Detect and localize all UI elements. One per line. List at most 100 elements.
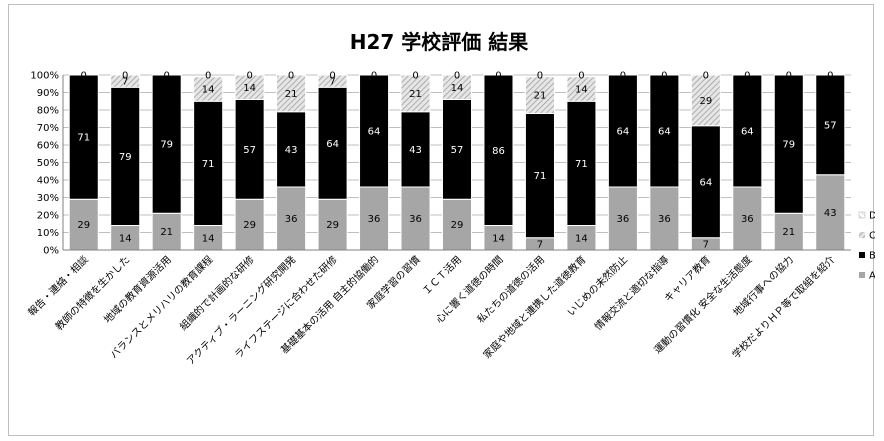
y-tick-label: 20% — [37, 211, 59, 222]
data-label-B: 64 — [699, 177, 712, 188]
data-label-D: 0 — [703, 71, 709, 82]
data-label-B: 43 — [285, 145, 298, 156]
data-label-B: 57 — [824, 120, 837, 131]
x-tick-label: 教師の特徴を生かした — [52, 253, 132, 333]
bar-segment-B — [607, 74, 638, 188]
data-label-D: 0 — [412, 71, 418, 82]
chart-frame: H27 学校評価 結果 0% 10% 20% 30% 40% 50% 60% 70% 80% 90… — [8, 4, 875, 436]
bar-segment-B — [68, 74, 99, 200]
data-label-A: 29 — [77, 220, 90, 231]
bar-segment-A — [400, 186, 431, 251]
bar-segment-B — [276, 111, 307, 188]
bar-segment-A — [483, 225, 514, 251]
data-label-B: 71 — [534, 171, 547, 182]
bar-segment-B — [732, 74, 763, 188]
legend-swatch-D — [858, 211, 866, 219]
data-label-A: 36 — [368, 214, 381, 225]
data-label-D: 0 — [661, 71, 667, 82]
legend-swatch-C — [859, 232, 865, 238]
bar-segment-A — [441, 198, 473, 251]
y-tick-label: 40% — [37, 176, 59, 187]
x-tick-label: 組織的で計画的な研修 — [177, 253, 257, 333]
data-label-C: 14 — [575, 85, 588, 96]
legend-swatch-B — [859, 252, 865, 258]
data-label-B: 64 — [741, 127, 754, 138]
data-label-B: 71 — [575, 159, 588, 170]
data-label-D: 0 — [786, 71, 792, 82]
bar-segment-C — [690, 74, 721, 127]
data-label-B: 64 — [658, 127, 671, 138]
bar-segment-C — [441, 74, 473, 100]
bar-segment-A — [815, 174, 846, 251]
data-label-B: 79 — [119, 152, 132, 163]
bar-segment-B — [566, 100, 597, 226]
legend-label-A: A — [869, 271, 875, 282]
bar-segment-C — [276, 74, 307, 113]
bar-segment-B — [234, 99, 265, 200]
data-label-D: 0 — [620, 71, 626, 82]
data-label-A: 21 — [782, 227, 795, 238]
x-tick-label: 私たちの道徳の活用 — [474, 253, 547, 326]
bar-segment-B — [317, 86, 348, 200]
data-label-B: 86 — [492, 146, 505, 157]
data-label-A: 14 — [119, 233, 132, 244]
bar-segment-A — [68, 198, 99, 251]
y-tick-label: 100% — [30, 71, 59, 82]
bar-segment-B — [359, 74, 390, 188]
data-label-C: 21 — [409, 89, 422, 100]
legend-swatch-A — [859, 272, 865, 278]
bar-segment-C — [566, 76, 597, 102]
data-label-A: 21 — [160, 227, 173, 238]
data-label-B: 57 — [451, 145, 464, 156]
data-label-A: 7 — [537, 239, 543, 250]
bar-segment-C — [234, 74, 265, 100]
bar-segment-B — [773, 74, 804, 214]
x-tick-label: ＩＣＴ活用 — [420, 254, 464, 298]
data-label-B: 64 — [617, 127, 630, 138]
bar-segment-A — [732, 186, 763, 251]
bar-segment-B — [483, 74, 514, 226]
data-label-C: 21 — [285, 89, 298, 100]
data-label-D: 0 — [827, 71, 833, 82]
data-label-C: 29 — [699, 96, 712, 107]
data-label-D: 0 — [81, 71, 87, 82]
bar-segment-B — [815, 74, 846, 176]
bar-segment-B — [649, 74, 680, 188]
data-label-A: 36 — [285, 214, 298, 225]
y-tick-label: 30% — [37, 193, 59, 204]
data-label-C: 14 — [202, 85, 215, 96]
data-label-D: 0 — [744, 71, 750, 82]
data-label-B: 64 — [326, 139, 339, 150]
y-axis: 0% 10% 20% 30% 40% 50% 60% 70% 80% 90% 100% — [30, 71, 64, 257]
bar-segment-C — [193, 76, 224, 102]
data-label-B: 64 — [368, 127, 381, 138]
data-label-B: 43 — [409, 145, 422, 156]
data-label-B: 71 — [77, 133, 90, 144]
data-label-B: 71 — [202, 159, 215, 170]
data-label-A: 36 — [658, 214, 671, 225]
data-label-A: 14 — [492, 233, 505, 244]
data-label-B: 57 — [243, 145, 256, 156]
bars: 29 71 0 14 79 7 0 21 79 0 14 71 14 0 29 57 14 0 36 43 21 0 29 6… — [68, 71, 846, 251]
data-label-B: 79 — [160, 140, 173, 151]
bar-segment-A — [234, 198, 265, 251]
legend-label-C: C — [869, 231, 875, 242]
bar-segment-C — [524, 76, 555, 114]
y-tick-label: 10% — [37, 228, 59, 239]
legend-label-D: D — [869, 211, 875, 222]
data-label-D: 0 — [537, 71, 543, 82]
y-tick-label: 90% — [37, 88, 59, 99]
stacked-bar-chart: H27 学校評価 結果 0% 10% 20% 30% 40% 50% 60% 70% 80% 90… — [25, 30, 875, 367]
bar-segment-C — [317, 74, 348, 88]
data-label-D: 0 — [578, 71, 584, 82]
data-label-D: 0 — [495, 71, 501, 82]
data-label-D: 0 — [163, 71, 169, 82]
y-tick-label: 80% — [37, 106, 59, 117]
data-label-A: 29 — [451, 220, 464, 231]
data-label-A: 36 — [617, 214, 630, 225]
legend-label-B: B — [869, 251, 875, 262]
x-tick-label: 地域の教育資源活用 — [101, 253, 174, 326]
bar-segment-C — [110, 74, 141, 88]
data-label-C: 7 — [329, 77, 335, 88]
